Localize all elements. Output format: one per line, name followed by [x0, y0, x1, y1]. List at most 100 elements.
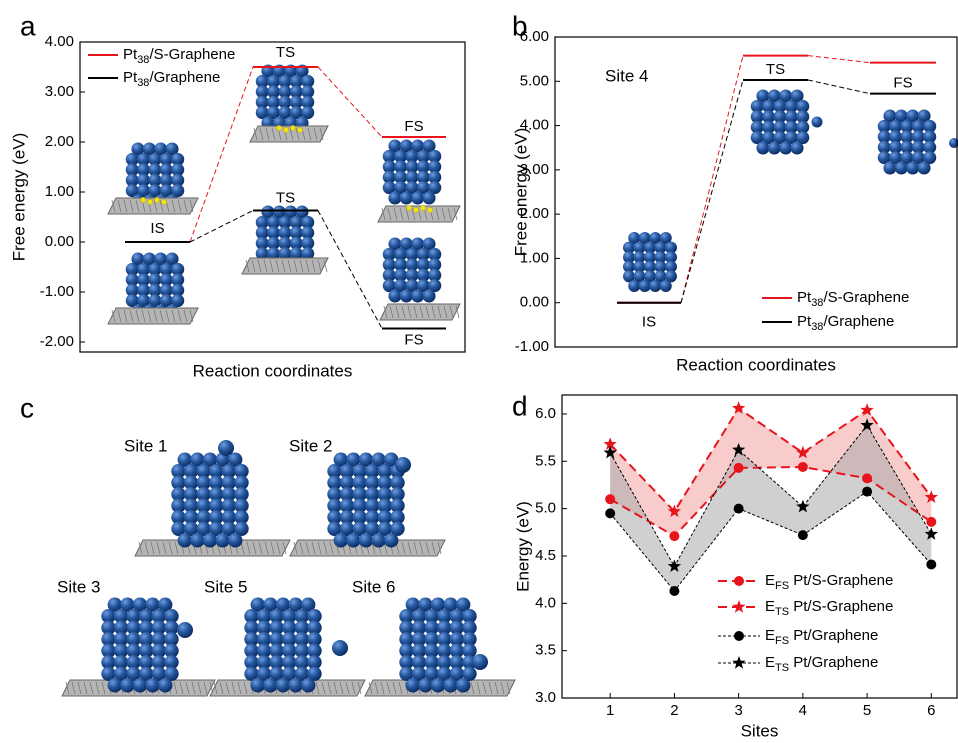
graphene-bond — [293, 541, 298, 555]
legend-marker — [734, 576, 744, 586]
pt-atom — [126, 655, 141, 670]
pt-atom — [405, 678, 420, 693]
pt-atom — [267, 106, 281, 120]
pt-atom — [911, 151, 925, 165]
pt-atom — [244, 620, 259, 635]
stage-label: FS — [404, 331, 423, 348]
graphene-bond — [89, 681, 94, 695]
graphene-bond — [159, 309, 164, 323]
pt-atom — [638, 232, 651, 244]
pt-atom — [244, 632, 259, 647]
pt-atom — [416, 181, 430, 195]
graphene-bond — [447, 207, 452, 221]
pt-atom — [125, 273, 139, 287]
pt-atom — [889, 130, 903, 144]
graphene-bond — [407, 305, 412, 319]
pt-atom — [796, 99, 810, 113]
stage-label: FS — [404, 118, 423, 135]
pt-atom — [177, 452, 192, 467]
y-tick-label: 0.00 — [45, 233, 74, 250]
marker — [667, 559, 682, 572]
pt-atom — [234, 475, 249, 490]
graphene-bond — [315, 681, 320, 695]
pt-atom — [139, 643, 154, 658]
pt-atom — [101, 655, 116, 670]
pt-atom — [462, 609, 477, 624]
pt-atom — [911, 140, 925, 154]
pt-atom — [633, 260, 646, 273]
pt-atom — [221, 475, 237, 490]
pt-atom — [107, 678, 123, 693]
pt-atom — [125, 173, 139, 187]
pt-atom — [917, 161, 931, 175]
pt-atom — [900, 130, 914, 144]
graphene-bond — [276, 541, 281, 555]
pt-atom — [405, 181, 419, 195]
graphene-bond — [246, 541, 251, 555]
marker — [732, 442, 746, 456]
stage-label: IS — [150, 220, 164, 237]
connector — [680, 79, 744, 303]
marker — [733, 503, 744, 514]
pt-atom — [294, 655, 310, 670]
legend-label: ETS Pt/Graphene — [765, 654, 878, 674]
pt-atom — [278, 247, 292, 261]
legend-marker — [732, 600, 746, 613]
y-axis-label: Energy (eV) — [513, 501, 532, 592]
graphene-bond — [401, 541, 406, 555]
pt-atom — [394, 160, 408, 174]
pt-atom — [294, 643, 310, 658]
pt-atom — [365, 464, 380, 479]
graphene-bond — [177, 199, 182, 213]
pt-atom — [339, 498, 355, 513]
graphene-bond — [213, 681, 218, 695]
pt-atom — [390, 475, 405, 490]
pt-atom — [405, 170, 419, 184]
marker — [926, 559, 937, 570]
y-tick-label: 4.00 — [45, 33, 74, 50]
pt-atom — [654, 251, 667, 264]
pt-atom — [428, 160, 442, 174]
pt-atom — [113, 666, 129, 681]
pt-atom — [171, 152, 185, 166]
pt-atom — [750, 131, 764, 145]
pt-atom — [428, 149, 442, 163]
pt-atom — [113, 609, 129, 624]
pt-atom — [889, 140, 903, 154]
stage-label: TS — [766, 61, 785, 78]
pt-atom — [301, 597, 316, 612]
pt-atom — [171, 498, 186, 513]
site-label: Site 5 — [204, 577, 247, 596]
pt-atom — [113, 632, 129, 647]
pt-atom — [196, 464, 211, 479]
series-line — [609, 424, 932, 568]
pt-atom — [196, 521, 211, 536]
pt-atom — [784, 110, 798, 124]
pt-atom — [416, 247, 430, 261]
pt-atom — [159, 152, 173, 166]
pt-atom — [399, 620, 414, 635]
pt-atom — [125, 152, 139, 166]
pt-atom — [196, 475, 211, 490]
site-label: Site 1 — [124, 436, 167, 455]
connector — [189, 66, 254, 243]
pt-atom — [665, 270, 677, 283]
graphene-sheet — [377, 205, 461, 223]
sulfur-atom — [427, 207, 433, 213]
legend-label: Pt38/S-Graphene — [797, 289, 909, 309]
pt-atom — [267, 236, 281, 250]
pt-atom — [125, 184, 139, 198]
marker — [605, 508, 616, 519]
graphene-bond — [111, 199, 116, 213]
pt-atom — [332, 640, 348, 656]
pt-atom — [917, 109, 931, 123]
y-tick-label: 0.00 — [520, 294, 549, 311]
sulfur-atom — [147, 199, 153, 205]
pt-atom — [301, 106, 315, 120]
pt-atom — [906, 161, 920, 175]
pt-atom — [159, 294, 173, 308]
pt-atom — [883, 161, 897, 175]
pt-atom — [796, 110, 810, 124]
graphene-bond — [435, 207, 440, 221]
pt-atom — [139, 655, 154, 670]
